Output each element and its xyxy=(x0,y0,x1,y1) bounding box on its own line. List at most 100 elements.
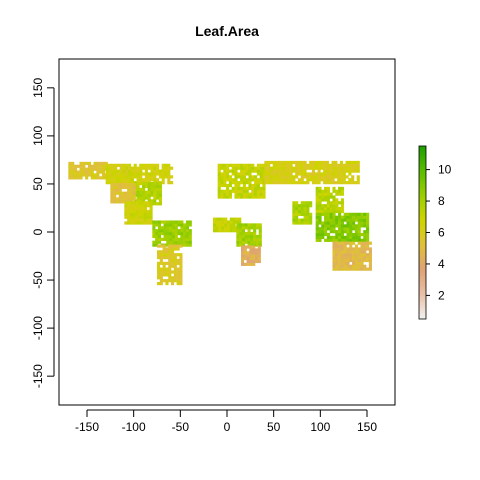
raster-cell xyxy=(155,229,159,233)
raster-cell xyxy=(315,198,319,202)
raster-cell xyxy=(223,192,227,196)
raster-cell xyxy=(173,258,177,263)
raster-cell xyxy=(269,166,274,170)
raster-cell xyxy=(332,224,336,228)
raster-cell xyxy=(335,224,339,228)
raster-cell xyxy=(231,186,235,191)
raster-cell xyxy=(246,259,250,264)
raster-cell xyxy=(143,215,148,219)
raster-cell xyxy=(259,181,263,185)
raster-cell xyxy=(161,172,165,176)
raster-cell xyxy=(329,235,333,240)
raster-cell xyxy=(244,232,248,236)
raster-cell xyxy=(124,212,128,216)
raster-cell xyxy=(127,209,131,214)
raster-cell xyxy=(309,221,313,225)
raster-cell xyxy=(311,166,316,170)
raster-cell xyxy=(173,253,177,257)
raster-cell xyxy=(363,253,367,257)
raster-cell xyxy=(258,226,262,230)
raster-cell xyxy=(346,235,350,240)
raster-cell xyxy=(111,163,115,167)
legend-swatch xyxy=(419,252,426,256)
raster-cell xyxy=(248,175,252,179)
raster-cell xyxy=(234,163,238,167)
raster-cell xyxy=(146,201,150,205)
raster-cell xyxy=(68,173,72,177)
raster-cell xyxy=(128,169,132,173)
raster-cell xyxy=(185,234,190,239)
raster-cell xyxy=(295,204,299,208)
raster-cell xyxy=(340,267,344,271)
raster-cell xyxy=(171,229,176,233)
raster-cell xyxy=(239,234,243,239)
legend-swatch xyxy=(419,284,426,288)
raster-cell xyxy=(125,172,129,176)
raster-cell xyxy=(363,256,367,260)
raster-cell xyxy=(303,212,307,216)
raster-cell xyxy=(295,207,299,211)
raster-cell xyxy=(68,161,72,166)
raster-cell xyxy=(179,264,183,268)
raster-cell xyxy=(321,189,325,193)
raster-cell xyxy=(144,193,148,197)
raster-cell xyxy=(128,172,132,176)
raster-cell xyxy=(256,178,260,182)
raster-cell xyxy=(138,209,142,214)
raster-cell xyxy=(255,254,259,258)
raster-cell xyxy=(324,227,328,231)
raster-cell xyxy=(183,223,187,227)
raster-cell xyxy=(349,230,353,234)
raster-cell xyxy=(352,256,356,260)
raster-cell xyxy=(340,227,344,231)
raster-cell xyxy=(349,247,353,251)
raster-cell xyxy=(255,256,259,261)
raster-cell xyxy=(343,264,347,268)
legend-swatch xyxy=(419,166,426,170)
raster-cell xyxy=(169,229,173,233)
raster-cell xyxy=(343,238,347,242)
raster-cell xyxy=(343,258,347,263)
raster-cell xyxy=(360,221,364,225)
raster-cell xyxy=(119,169,123,173)
raster-cell xyxy=(345,166,349,170)
raster-cell xyxy=(338,258,342,263)
raster-cell xyxy=(309,218,313,222)
raster-cell xyxy=(159,276,163,280)
raster-cell xyxy=(335,258,339,263)
raster-cell xyxy=(332,198,336,202)
raster-cell xyxy=(311,178,316,182)
raster-cell xyxy=(165,247,169,251)
raster-cell xyxy=(292,207,296,211)
raster-cell xyxy=(356,160,360,165)
raster-cell xyxy=(315,218,319,222)
raster-cell xyxy=(363,264,367,268)
raster-cell xyxy=(317,166,321,170)
raster-cell xyxy=(114,169,118,173)
raster-cell xyxy=(253,226,257,230)
raster-cell xyxy=(245,195,249,199)
raster-cell xyxy=(324,204,328,208)
raster-cell xyxy=(321,192,325,196)
raster-cell xyxy=(357,235,361,240)
raster-cell xyxy=(183,226,187,230)
raster-cell xyxy=(297,207,302,211)
raster-cell xyxy=(349,218,353,222)
raster-cell xyxy=(183,243,187,247)
raster-cell xyxy=(251,175,255,179)
raster-cell xyxy=(73,167,78,171)
raster-cell xyxy=(176,276,180,280)
raster-cell xyxy=(342,181,346,185)
raster-cell xyxy=(122,181,126,185)
raster-cell xyxy=(338,267,342,271)
raster-cell xyxy=(240,186,244,191)
raster-cell xyxy=(259,192,263,196)
raster-cell xyxy=(160,232,164,236)
raster-cell xyxy=(156,190,160,194)
raster-cell xyxy=(349,235,353,240)
raster-cell xyxy=(132,185,136,190)
raster-cell xyxy=(68,170,72,174)
raster-cell xyxy=(169,232,173,236)
raster-cell xyxy=(349,250,353,254)
raster-cell xyxy=(133,169,137,173)
